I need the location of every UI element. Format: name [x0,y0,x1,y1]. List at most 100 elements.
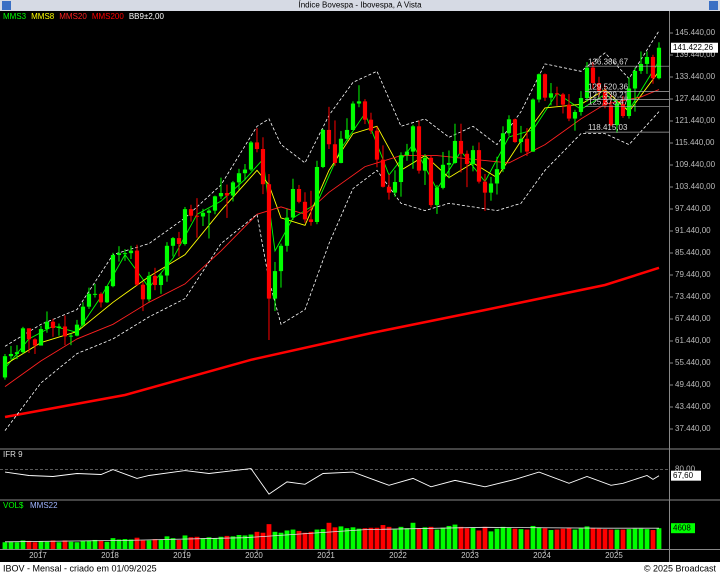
annotation-label: 127.339,21 [588,90,629,99]
candle-body [542,74,548,98]
candle-body [320,129,326,167]
volume-bar [68,541,74,549]
y-tick-label: 73.440,00 [675,292,711,301]
volume-bar [32,542,38,549]
x-tick-label: 2018 [101,551,119,560]
candle-body [308,219,314,222]
last-price-label: 141.422,26 [673,43,714,52]
moving-average [4,89,660,387]
volume-bar [212,538,218,549]
volume-bar [434,529,440,549]
volume-bar [476,530,482,549]
candle-body [8,353,14,357]
volume-bar [368,527,374,549]
volume-bar [536,527,542,549]
footer-left: IBOV - Mensal - criado em 01/09/2025 [3,563,157,573]
y-tick-label: 91.440,00 [675,226,711,235]
x-tick-label: 2020 [245,551,263,560]
volume-bar [446,525,452,549]
ifr-line [4,468,660,495]
volume-bar [518,529,524,549]
legend-entry: MMS8 [31,12,55,21]
volume-bar [92,539,98,549]
volume-bar [236,534,242,549]
candle-body [362,101,368,120]
volume-bar [584,526,590,549]
volume-bar [2,542,8,549]
last-value-label: 67,60 [673,471,694,480]
volume-bar [524,529,530,549]
candle-body [650,56,656,79]
candle-body [608,105,614,126]
volume-bar [560,528,566,549]
candle-body [368,119,374,131]
candle-body [356,101,362,104]
candle-body [278,245,284,272]
volume-bar [596,528,602,549]
volume-bar [356,528,362,549]
volume-bar [278,532,284,549]
last-value-label: 4608 [673,523,691,532]
legend-entry: MMS200 [92,12,125,21]
y-tick-label: 139.440,00 [675,50,716,59]
candle-body [176,238,182,244]
volume-bar [194,536,200,549]
volume-bar [404,528,410,549]
volume-bar [374,527,380,549]
legend-entry: MMS3 [3,12,27,21]
bollinger-band [4,30,660,347]
candle-body [194,215,200,217]
candle-body [290,188,296,218]
candle-body [206,210,212,213]
volume-bar [182,535,188,549]
candle-body [644,56,650,64]
y-tick-label: 97.440,00 [675,204,711,213]
candle-body [260,149,266,185]
volume-bar [110,538,116,549]
volume-bar [98,540,104,549]
candle-body [302,201,308,220]
candle-body [548,93,554,98]
volume-bar [74,542,80,549]
volume-bar [134,537,140,549]
candle-body [458,140,464,154]
candle-body [416,126,422,171]
candle-body [44,321,50,330]
candle-body [386,186,392,193]
candle-body [452,140,458,163]
panel-title: IFR 9 [3,450,23,459]
candle-body [110,254,116,287]
window-icon [709,1,718,10]
candle-body [350,103,356,130]
candle-body [374,130,380,160]
volume-bar [326,522,332,549]
candle-body [476,150,482,182]
volume-bar [230,536,236,549]
volume-bar [26,540,32,549]
candle-body [14,352,20,354]
volume-bar [500,526,506,549]
candle-body [470,150,476,165]
legend-entry: MMS20 [59,12,87,21]
volume-bar [602,529,608,549]
x-tick-label: 2025 [605,551,623,560]
volume-bar [464,528,470,549]
candle-body [98,293,104,303]
volume-bar [554,529,560,549]
candle-body [488,183,494,193]
volume-bar [332,527,338,549]
candle-body [428,157,434,206]
candle-body [506,119,512,134]
candle-body [512,119,518,143]
volume-bar [206,537,212,549]
volume-bar [344,528,350,549]
candle-body [146,275,152,300]
y-tick-label: 43.440,00 [675,402,711,411]
volume-bar [410,522,416,549]
candle-body [86,293,92,307]
volume-bar [392,529,398,549]
volume-bar [260,532,266,549]
candle-body [518,138,524,143]
candle-body [104,286,110,303]
